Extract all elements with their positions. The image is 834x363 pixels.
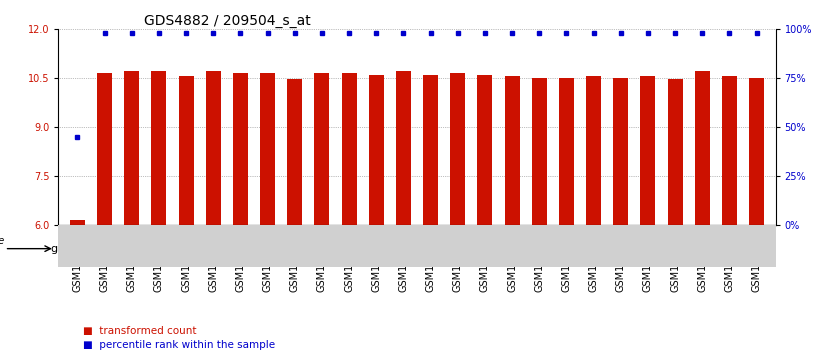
Bar <box>124 71 139 225</box>
Bar <box>396 71 411 225</box>
Bar <box>342 73 357 225</box>
Bar <box>206 71 221 225</box>
Bar <box>152 71 166 225</box>
Bar <box>722 76 737 225</box>
Bar <box>477 75 492 225</box>
Text: normal: normal <box>547 244 586 254</box>
Bar <box>450 73 465 225</box>
Text: ■  percentile rank within the sample: ■ percentile rank within the sample <box>83 340 275 350</box>
FancyBboxPatch shape <box>118 231 417 267</box>
Bar <box>287 79 302 225</box>
Bar <box>695 71 710 225</box>
Bar <box>70 220 85 225</box>
Bar <box>749 78 764 225</box>
Text: GDS4882 / 209504_s_at: GDS4882 / 209504_s_at <box>144 14 311 28</box>
Bar <box>505 76 520 225</box>
FancyBboxPatch shape <box>716 231 770 267</box>
Bar <box>423 75 438 225</box>
Bar <box>559 78 574 225</box>
Bar <box>97 73 112 225</box>
FancyBboxPatch shape <box>417 231 716 267</box>
Text: disease state: disease state <box>0 236 5 246</box>
Text: gastric cancer: gastric cancer <box>52 244 131 254</box>
Bar <box>641 76 656 225</box>
Bar <box>314 73 329 225</box>
Bar <box>233 73 248 225</box>
Bar <box>586 76 601 225</box>
FancyBboxPatch shape <box>64 231 118 267</box>
Bar <box>613 78 628 225</box>
Text: pancreatic
cancer: pancreatic cancer <box>714 238 772 260</box>
Bar <box>260 73 275 225</box>
Text: hepatocellular carcinoma: hepatocellular carcinoma <box>197 244 339 254</box>
Bar <box>668 79 682 225</box>
Bar <box>532 78 547 225</box>
Text: ■  transformed count: ■ transformed count <box>83 326 197 336</box>
Bar <box>369 76 384 225</box>
Bar <box>178 76 193 225</box>
